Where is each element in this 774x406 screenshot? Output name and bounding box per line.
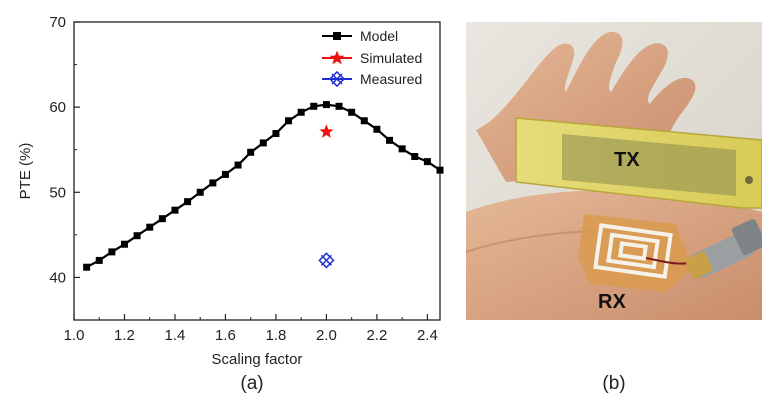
legend-label-measured: Measured: [360, 71, 422, 87]
data-point-model: [285, 117, 293, 125]
x-tick-label: 1.0: [64, 327, 85, 344]
legend-label-simulated: Simulated: [360, 50, 422, 66]
sma-connector: [685, 218, 762, 279]
legend-marker-measured: [328, 70, 346, 88]
legend-marker-model: [333, 32, 341, 40]
data-point-model: [259, 139, 267, 147]
y-axis-label: PTE (%): [17, 143, 34, 200]
data-point-model: [133, 232, 141, 240]
y-tick-label: 60: [49, 99, 66, 116]
data-point-model: [360, 117, 368, 125]
legend: Model Simulated Measured: [322, 28, 422, 88]
data-point-model: [436, 166, 444, 174]
data-point-model: [272, 130, 280, 138]
x-tick-label: 2.2: [366, 327, 387, 344]
tx-board: TX: [515, 117, 762, 209]
x-axis-ticks: 1.0 1.2 1.4 1.6 1.8 2.0 2.2 2.4: [64, 314, 438, 344]
series-layer: [83, 101, 444, 271]
x-tick-label: 1.2: [114, 327, 135, 344]
x-tick-label: 1.6: [215, 327, 236, 344]
x-tick-label: 2.4: [417, 327, 438, 344]
data-point-model: [373, 125, 381, 133]
data-point-model: [158, 215, 166, 223]
legend-entry-measured: Measured: [322, 70, 422, 88]
data-point-model: [184, 198, 192, 206]
x-tick-label: 1.4: [165, 327, 186, 344]
legend-label-model: Model: [360, 28, 398, 44]
series-line-model: [86, 103, 441, 269]
data-point-model: [171, 206, 179, 214]
data-point-model: [335, 102, 343, 110]
data-point-model: [196, 188, 204, 196]
y-axis-ticks: 40 50 60 70: [49, 14, 80, 286]
data-point-model: [95, 256, 103, 264]
data-point-model: [297, 108, 305, 116]
data-point-measured: [318, 252, 335, 269]
panel-label-a: (a): [240, 373, 263, 394]
rx-coil: [578, 214, 695, 292]
data-point-model: [386, 136, 394, 144]
data-point-model: [234, 161, 242, 169]
data-point-model: [423, 158, 431, 166]
data-point-model: [120, 240, 128, 248]
legend-entry-model: Model: [322, 28, 398, 44]
x-axis-label: Scaling factor: [212, 351, 303, 368]
data-point-model: [310, 102, 318, 110]
data-point-model: [146, 223, 154, 231]
plot-frame: [73, 21, 441, 321]
y-tick-label: 50: [49, 184, 66, 201]
data-point-model: [348, 108, 356, 116]
panel-label-b: (b): [602, 373, 625, 394]
rx-label: RX: [598, 291, 626, 313]
legend-entry-simulated: Simulated: [322, 50, 422, 66]
photo-panel: TX RX: [466, 22, 762, 320]
data-point-model: [247, 148, 255, 156]
data-point-model: [322, 101, 330, 109]
y-tick-label: 70: [49, 14, 66, 31]
y-tick-label: 40: [49, 269, 66, 286]
x-tick-label: 1.8: [266, 327, 287, 344]
data-point-simulated: [319, 124, 334, 138]
legend-marker-simulated: [329, 50, 345, 65]
plot-area: 1.0 1.2 1.4 1.6 1.8 2.0 2.2 2.4 40 50 60 70: [49, 14, 444, 344]
data-point-model: [411, 153, 419, 161]
data-point-model: [108, 248, 116, 256]
data-point-model: [83, 263, 91, 271]
x-tick-label: 2.0: [316, 327, 337, 344]
data-point-model: [398, 145, 406, 153]
tx-label: TX: [614, 149, 640, 171]
data-point-model: [221, 170, 229, 178]
data-point-model: [209, 179, 217, 187]
